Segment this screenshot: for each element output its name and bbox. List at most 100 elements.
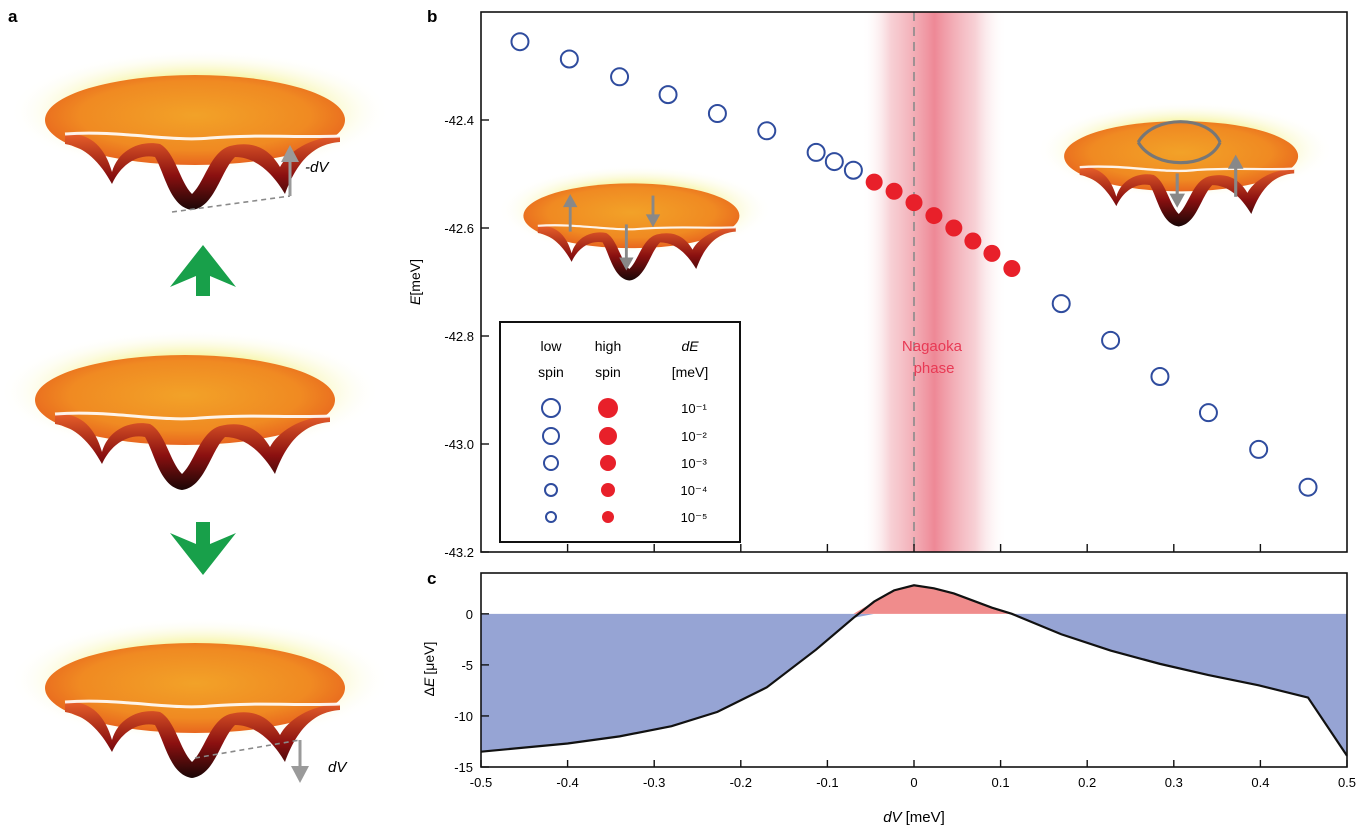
panel-c-x-label-symbol: dV bbox=[883, 809, 903, 826]
legend-header-high-line1: high bbox=[595, 338, 621, 354]
low-spin-point bbox=[559, 49, 579, 69]
panel-b-y-label-unit: [meV] bbox=[407, 259, 423, 296]
panel-c-x-tick-label: 0.2 bbox=[1078, 775, 1096, 790]
nagaoka-annotation-line2: phase bbox=[914, 360, 955, 377]
landscape-top-illustration bbox=[8, 48, 392, 212]
panel-c-x-label-unit: [meV] bbox=[906, 809, 945, 826]
panel-c-x-tick-label: -0.4 bbox=[556, 775, 578, 790]
legend-low-spin-marker bbox=[543, 455, 559, 471]
low-spin-point bbox=[1198, 403, 1218, 423]
low-spin-point bbox=[757, 121, 777, 141]
high-spin-point bbox=[905, 194, 923, 212]
panel-c-x-tick-label: -0.2 bbox=[730, 775, 752, 790]
legend: low spin high spin dE [meV] 10⁻¹ 10⁻² 10… bbox=[499, 321, 741, 543]
high-spin-point bbox=[964, 232, 982, 250]
detuning-up-arrow bbox=[171, 145, 299, 213]
legend-header-low-line1: low bbox=[540, 338, 562, 354]
legend-de-row-5: 10⁻⁵ bbox=[681, 510, 708, 525]
low-spin-point bbox=[1101, 330, 1121, 350]
legend-header-low-line2: spin bbox=[538, 364, 564, 380]
panel-b-label: b bbox=[427, 7, 437, 26]
legend-high-spin-marker bbox=[598, 398, 618, 418]
panel-c-x-tick-label: -0.5 bbox=[470, 775, 492, 790]
legend-markers bbox=[541, 398, 618, 523]
nagaoka-annotation-line1: Nagaoka bbox=[902, 338, 963, 355]
panel-c-x-tick-label: 0.1 bbox=[992, 775, 1010, 790]
positive-area bbox=[481, 585, 1347, 614]
negative-area bbox=[481, 613, 1347, 756]
dv-label: dV bbox=[328, 759, 348, 776]
panel-b-y-tick-label: -43.2 bbox=[444, 545, 474, 560]
landscape-bottom-illustration bbox=[8, 616, 392, 780]
low-spin-point bbox=[510, 32, 530, 52]
low-spin-point bbox=[806, 142, 826, 162]
panel-c-y-label-prefix: Δ bbox=[421, 687, 437, 696]
panel-c-y-axis: 0 -5 -10 -15 bbox=[454, 607, 489, 775]
panel-b-y-label: E[meV] bbox=[407, 259, 423, 305]
landscape-middle-illustration bbox=[0, 328, 382, 492]
green-down-arrow bbox=[170, 522, 236, 575]
low-spin-point bbox=[1051, 294, 1071, 314]
high-spin-inset-illustration bbox=[1035, 100, 1335, 228]
detuning-down-arrow bbox=[194, 739, 309, 783]
panel-b-y-axis: -42.4 -42.6 -42.8 -43.0 -43.2 bbox=[444, 113, 1262, 560]
panel-c-y-label: ΔE [μeV] bbox=[421, 642, 437, 697]
low-spin-point bbox=[1150, 367, 1170, 386]
legend-header-high-line2: spin bbox=[595, 364, 621, 380]
high-spin-point bbox=[865, 173, 883, 191]
high-spin-point bbox=[983, 244, 1001, 262]
panel-a-label: a bbox=[8, 7, 18, 26]
legend-high-spin-marker bbox=[599, 427, 617, 445]
delta-e-curve bbox=[480, 584, 1348, 757]
panel-c-y-label-symbol: E bbox=[421, 677, 437, 687]
panel-b-y-tick-label: -42.8 bbox=[444, 329, 474, 344]
legend-high-spin-marker bbox=[601, 483, 615, 497]
low-spin-point bbox=[824, 152, 844, 172]
nagaoka-band bbox=[862, 12, 1007, 552]
legend-de-row-1: 10⁻¹ bbox=[681, 401, 707, 416]
low-spin-point bbox=[658, 85, 678, 105]
legend-de-row-4: 10⁻⁴ bbox=[681, 483, 708, 498]
panel-c-x-axis: -0.5 -0.4 -0.3 -0.2 -0.1 0 0.1 0.2 0.3 0.4 0.5 bbox=[470, 760, 1356, 790]
legend-de-row-2: 10⁻² bbox=[681, 429, 707, 444]
panel-c-y-tick-label: -5 bbox=[461, 658, 473, 673]
legend-high-spin-marker bbox=[600, 455, 616, 471]
panel-c-x-tick-label: 0 bbox=[910, 775, 917, 790]
panel-c-x-tick-label: -0.3 bbox=[643, 775, 665, 790]
legend-header-de-line1: dE bbox=[681, 338, 699, 354]
green-up-arrow bbox=[170, 245, 236, 296]
panel-c-y-label-unit: [μeV] bbox=[421, 642, 437, 675]
panel-c-y-tick-label: 0 bbox=[466, 607, 473, 622]
panel-b-y-tick-label: -42.6 bbox=[444, 221, 474, 236]
high-spin-point bbox=[945, 219, 963, 237]
high-spin-point bbox=[925, 207, 943, 225]
panel-c: c 0 -5 -10 -15 -0.5 -0.4 -0.3 -0.2 -0.1 0 0.1 0.2 0… bbox=[421, 569, 1356, 826]
nagaoka-annotation: Nagaoka phase bbox=[902, 338, 966, 377]
delta-e-fill bbox=[481, 585, 1347, 756]
panel-b-y-tick-label: -43.0 bbox=[444, 437, 474, 452]
panel-c-y-tick-label: -15 bbox=[454, 760, 473, 775]
high-spin-series bbox=[865, 173, 1021, 277]
panel-b-y-tick-label: -42.4 bbox=[444, 113, 474, 128]
legend-box bbox=[499, 321, 741, 543]
high-spin-point bbox=[1003, 260, 1021, 277]
low-spin-point bbox=[707, 104, 727, 124]
low-spin-point bbox=[610, 67, 630, 87]
legend-low-spin-marker bbox=[542, 427, 560, 445]
panel-c-label: c bbox=[427, 569, 436, 588]
panel-c-x-label: dV [meV] bbox=[883, 809, 945, 826]
legend-de-row-3: 10⁻³ bbox=[681, 456, 707, 471]
low-spin-point bbox=[1249, 439, 1269, 459]
legend-header-de-line2: [meV] bbox=[672, 364, 709, 380]
minus-dv-label: -dV bbox=[305, 159, 330, 176]
panel-c-x-tick-label: 0.3 bbox=[1165, 775, 1183, 790]
legend-low-spin-marker bbox=[545, 511, 557, 523]
legend-low-spin-marker bbox=[544, 483, 558, 497]
high-spin-point bbox=[885, 182, 903, 200]
panel-b: b -42.4 -42.6 -42.8 -43.0 -43.2 E[meV] bbox=[407, 7, 1348, 560]
low-spin-point bbox=[1298, 477, 1318, 497]
low-spin-point bbox=[843, 160, 863, 180]
legend-low-spin-marker bbox=[541, 398, 561, 418]
panel-a: a -dV dV bbox=[0, 7, 392, 783]
